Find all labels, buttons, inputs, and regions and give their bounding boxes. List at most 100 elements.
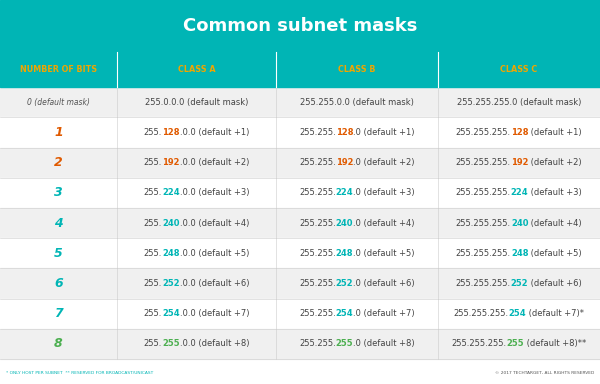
Text: 255.255.: 255.255. bbox=[299, 218, 336, 228]
Text: 255: 255 bbox=[162, 339, 180, 348]
Bar bbox=[0, 299, 600, 329]
Text: 255.: 255. bbox=[144, 279, 162, 288]
Bar bbox=[0, 178, 600, 208]
Text: 128: 128 bbox=[511, 128, 529, 137]
Bar bbox=[0, 118, 600, 147]
Text: 224: 224 bbox=[511, 189, 529, 197]
Text: 240: 240 bbox=[162, 218, 180, 228]
Bar bbox=[0, 238, 600, 268]
Text: .0.0 (default +7): .0.0 (default +7) bbox=[180, 309, 249, 318]
Text: (default +3): (default +3) bbox=[529, 189, 582, 197]
Text: 255.: 255. bbox=[144, 339, 162, 348]
Text: 248: 248 bbox=[162, 249, 180, 258]
Text: 255.255.255.: 255.255.255. bbox=[456, 218, 511, 228]
Text: 255.255.255.: 255.255.255. bbox=[456, 249, 511, 258]
Text: 192: 192 bbox=[336, 158, 353, 167]
Text: NUMBER OF BITS: NUMBER OF BITS bbox=[20, 65, 97, 74]
Text: (default +6): (default +6) bbox=[529, 279, 582, 288]
Text: .0.0 (default +6): .0.0 (default +6) bbox=[180, 279, 249, 288]
Text: 255.255.: 255.255. bbox=[299, 128, 336, 137]
Text: 252: 252 bbox=[162, 279, 180, 288]
Text: .0 (default +5): .0 (default +5) bbox=[353, 249, 415, 258]
Text: 224: 224 bbox=[336, 189, 353, 197]
Text: CLASS C: CLASS C bbox=[500, 65, 538, 74]
Text: 255.0.0.0 (default mask): 255.0.0.0 (default mask) bbox=[145, 98, 248, 107]
Text: 224: 224 bbox=[162, 189, 180, 197]
Text: 255.: 255. bbox=[144, 128, 162, 137]
Text: .0.0 (default +8): .0.0 (default +8) bbox=[180, 339, 249, 348]
Text: 255.: 255. bbox=[144, 309, 162, 318]
Text: 4: 4 bbox=[54, 217, 63, 230]
Text: 240: 240 bbox=[336, 218, 353, 228]
Text: (default +4): (default +4) bbox=[529, 218, 582, 228]
Text: .0 (default +1): .0 (default +1) bbox=[353, 128, 415, 137]
Text: .0 (default +3): .0 (default +3) bbox=[353, 189, 415, 197]
Text: 255: 255 bbox=[506, 339, 524, 348]
Text: 252: 252 bbox=[511, 279, 529, 288]
Text: .0.0 (default +1): .0.0 (default +1) bbox=[180, 128, 249, 137]
Text: 240: 240 bbox=[511, 218, 529, 228]
Text: 255.255.255.: 255.255.255. bbox=[456, 189, 511, 197]
Text: 255.: 255. bbox=[144, 249, 162, 258]
Text: 128: 128 bbox=[336, 128, 353, 137]
Text: 255.255.0.0 (default mask): 255.255.0.0 (default mask) bbox=[300, 98, 414, 107]
Text: (default +5): (default +5) bbox=[529, 249, 582, 258]
Text: .0 (default +4): .0 (default +4) bbox=[353, 218, 415, 228]
Text: 254: 254 bbox=[162, 309, 180, 318]
Text: .0.0 (default +5): .0.0 (default +5) bbox=[180, 249, 249, 258]
Bar bbox=[0, 87, 600, 118]
Text: 255.255.: 255.255. bbox=[299, 309, 336, 318]
Text: .0.0 (default +4): .0.0 (default +4) bbox=[180, 218, 249, 228]
Text: 255.255.255.: 255.255.255. bbox=[456, 279, 511, 288]
Text: (default +2): (default +2) bbox=[529, 158, 582, 167]
Text: 1: 1 bbox=[54, 126, 63, 139]
Bar bbox=[0, 329, 600, 359]
Text: (default +7)*: (default +7)* bbox=[526, 309, 584, 318]
Text: (default +8)**: (default +8)** bbox=[524, 339, 587, 348]
Text: 255.: 255. bbox=[144, 158, 162, 167]
Text: 255.255.255.0 (default mask): 255.255.255.0 (default mask) bbox=[457, 98, 581, 107]
Text: 255.255.255.: 255.255.255. bbox=[451, 339, 506, 348]
Text: Common subnet masks: Common subnet masks bbox=[183, 17, 417, 35]
Text: .0.0 (default +2): .0.0 (default +2) bbox=[180, 158, 249, 167]
Text: 255.: 255. bbox=[144, 189, 162, 197]
Text: .0 (default +2): .0 (default +2) bbox=[353, 158, 415, 167]
Text: 255.: 255. bbox=[144, 218, 162, 228]
Text: 192: 192 bbox=[162, 158, 180, 167]
Text: .0 (default +7): .0 (default +7) bbox=[353, 309, 415, 318]
Bar bbox=[0, 208, 600, 238]
Text: .0 (default +8): .0 (default +8) bbox=[353, 339, 415, 348]
Text: 248: 248 bbox=[336, 249, 353, 258]
Text: 255.255.255.: 255.255.255. bbox=[456, 128, 511, 137]
Text: 6: 6 bbox=[54, 277, 63, 290]
Text: CLASS B: CLASS B bbox=[338, 65, 376, 74]
Text: 255.255.: 255.255. bbox=[299, 189, 336, 197]
Text: 128: 128 bbox=[162, 128, 180, 137]
Text: 255: 255 bbox=[336, 339, 353, 348]
Text: 3: 3 bbox=[54, 186, 63, 199]
Text: * ONLY HOST PER SUBNET  ** RESERVED FOR BROADCAST/UNICAST: * ONLY HOST PER SUBNET ** RESERVED FOR B… bbox=[6, 371, 153, 375]
Text: 8: 8 bbox=[54, 338, 63, 351]
Text: © 2017 TECHTARGET, ALL RIGHTS RESERVED: © 2017 TECHTARGET, ALL RIGHTS RESERVED bbox=[495, 371, 594, 375]
Text: (default +1): (default +1) bbox=[529, 128, 582, 137]
Text: .0.0 (default +3): .0.0 (default +3) bbox=[180, 189, 249, 197]
Bar bbox=[0, 147, 600, 178]
Text: 255.255.: 255.255. bbox=[299, 339, 336, 348]
Bar bbox=[0, 52, 600, 87]
Bar bbox=[0, 268, 600, 299]
Text: 255.255.255.: 255.255.255. bbox=[454, 309, 509, 318]
Text: 255.255.255.: 255.255.255. bbox=[456, 158, 511, 167]
Text: 2: 2 bbox=[54, 156, 63, 169]
Text: CLASS A: CLASS A bbox=[178, 65, 215, 74]
Text: .0 (default +6): .0 (default +6) bbox=[353, 279, 415, 288]
Bar bbox=[0, 0, 600, 52]
Text: 192: 192 bbox=[511, 158, 529, 167]
Text: 7: 7 bbox=[54, 307, 63, 320]
Text: 252: 252 bbox=[336, 279, 353, 288]
Text: 255.255.: 255.255. bbox=[299, 249, 336, 258]
Text: 0 (default mask): 0 (default mask) bbox=[27, 98, 90, 107]
Text: 255.255.: 255.255. bbox=[299, 279, 336, 288]
Text: 5: 5 bbox=[54, 247, 63, 260]
Text: 254: 254 bbox=[336, 309, 353, 318]
Text: 254: 254 bbox=[509, 309, 526, 318]
